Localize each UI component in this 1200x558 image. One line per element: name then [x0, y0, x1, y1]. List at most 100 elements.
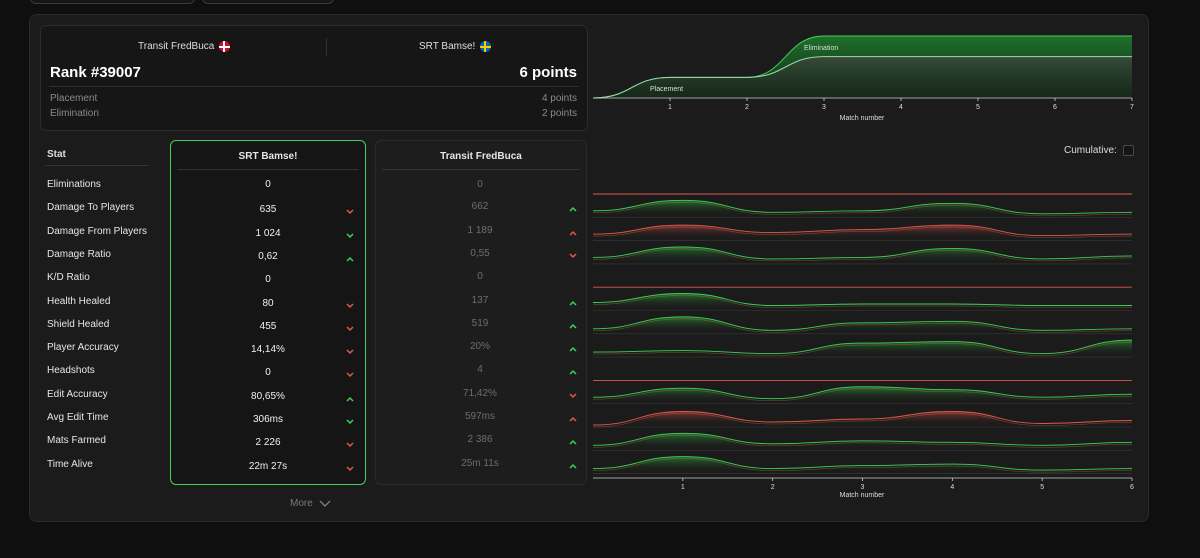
- arrow-down-icon: [346, 419, 354, 425]
- x-tick-label: 2: [745, 104, 749, 111]
- stat-value-b: 2 386: [467, 434, 493, 446]
- ridge-area: [593, 225, 1132, 239]
- x-tick-label: 4: [899, 104, 903, 111]
- series-line-placement: [592, 56, 1132, 99]
- chevron-down-icon: [319, 500, 331, 507]
- placement-row: Placement 4 points: [50, 93, 577, 104]
- x-axis-label: Match number: [840, 492, 885, 499]
- stat-label: Avg Edit Time: [47, 412, 109, 423]
- arrow-up-icon: [569, 347, 577, 352]
- arrow-down-icon: [346, 349, 354, 355]
- ridge-line-secondary: [592, 388, 1133, 401]
- top-tab-left[interactable]: [30, 0, 195, 4]
- stat-label: Damage Ratio: [47, 248, 111, 260]
- cumulative-checkbox[interactable]: [1122, 145, 1134, 156]
- ridge-area: [593, 200, 1132, 216]
- x-tick-label: 5: [1040, 484, 1044, 491]
- x-axis-label: Match number: [840, 115, 885, 122]
- stat-value-b: 0,55: [470, 247, 490, 259]
- stat-label: Damage From Players: [47, 225, 148, 237]
- points-value: 6 points: [519, 64, 577, 81]
- arrow-down-icon: [346, 302, 354, 308]
- stat-value-a: 1 024: [255, 227, 281, 239]
- stat-label: Edit Accuracy: [47, 388, 108, 400]
- stat-value-b: 25m 11s: [461, 457, 499, 469]
- x-tick-label: 6: [1053, 104, 1057, 111]
- ridge-line-secondary: [592, 341, 1133, 356]
- team-left-name: Transit FredBuca: [138, 41, 215, 52]
- stat-value-a: 0,62: [258, 250, 278, 262]
- annotation-elimination: Elimination: [804, 45, 838, 52]
- cumulative-toggle[interactable]: Cumulative:: [1064, 145, 1134, 156]
- ridge-line-secondary: [592, 295, 1132, 308]
- stats-ridge-chart: 1 2 3 4 5 6 Match number: [592, 193, 1134, 499]
- stat-value-a: 2 226: [255, 437, 281, 449]
- rank-value: Rank #39007: [50, 64, 141, 81]
- team-right-name: SRT Bamse!: [419, 41, 476, 52]
- stat-header: Stat: [47, 149, 66, 160]
- elimination-label: Elimination: [50, 108, 99, 119]
- series-area-placement: [593, 56, 1132, 98]
- column-b-title: Transit FredBuca: [440, 151, 522, 162]
- top-tab-right[interactable]: [202, 0, 334, 4]
- summary-card: Transit FredBuca SRT Bamse! Rank #39007 …: [40, 25, 588, 131]
- ridge-line-secondary: [592, 413, 1133, 428]
- stat-label: Damage To Players: [47, 202, 135, 214]
- stat-value-b: 0: [477, 271, 483, 283]
- x-tick-label: 1: [681, 484, 685, 491]
- x-tick-label: 3: [861, 484, 865, 491]
- team-left: Transit FredBuca: [138, 41, 231, 52]
- stat-value-a: 14,14%: [251, 344, 285, 356]
- ridge-area: [593, 340, 1132, 356]
- ridge-line: [592, 411, 1133, 426]
- card-divider: [49, 86, 579, 87]
- stat-value-b: 20%: [469, 341, 490, 353]
- ridge-line-secondary: [592, 458, 1133, 473]
- ridge-area: [593, 456, 1132, 472]
- more-label: More: [290, 498, 313, 509]
- arrow-down-icon: [346, 372, 354, 378]
- arrow-down-icon: [346, 233, 354, 238]
- x-tick-label: 1: [668, 104, 672, 111]
- cumulative-label: Cumulative:: [1064, 145, 1117, 156]
- more-button[interactable]: More: [290, 498, 331, 509]
- placement-value: 4 points: [541, 93, 577, 104]
- arrow-up-icon: [569, 323, 577, 329]
- stat-value-a: 0: [265, 274, 271, 286]
- stat-value-a: 80: [262, 297, 274, 309]
- ridge-line: [592, 246, 1133, 260]
- stat-value-a: 455: [259, 320, 277, 332]
- stat-value-a: 0: [265, 367, 271, 379]
- stat-value-b: 1 189: [467, 224, 493, 236]
- x-tick-label: 4: [950, 484, 954, 491]
- points-chart: Placement Elimination 1 2 3 4 5 6 7 Match number: [592, 35, 1134, 122]
- sweden-flag-icon: [480, 41, 492, 52]
- ridge-area: [593, 386, 1132, 402]
- ridge-line-secondary: [592, 248, 1133, 262]
- ridge-line-secondary: [592, 202, 1133, 217]
- arrow-down-icon: [569, 253, 577, 258]
- x-tick-label: 3: [822, 104, 826, 111]
- column-srt-bamse: SRT Bamse!: [170, 140, 366, 485]
- team-divider: [326, 38, 327, 56]
- ridge-line: [592, 432, 1133, 446]
- team-right: SRT Bamse!: [419, 41, 492, 52]
- x-tick-label: 2: [771, 484, 775, 491]
- arrow-down-icon: [569, 393, 577, 398]
- stat-value-a: 306ms: [252, 414, 283, 425]
- stat-label: Time Alive: [47, 458, 93, 470]
- stat-label: Health Healed: [47, 295, 111, 307]
- stat-value-b: 137: [471, 294, 489, 306]
- stat-header-divider: [45, 165, 149, 166]
- stat-value-a: 22m 27s: [248, 460, 288, 472]
- ridge-line: [592, 293, 1132, 306]
- column-a-title: SRT Bamse!: [238, 151, 298, 162]
- stat-value-a: 80,65%: [251, 390, 285, 402]
- column-a-divider: [177, 169, 359, 170]
- annotation-placement: Placement: [650, 86, 683, 93]
- arrow-down-icon: [346, 442, 354, 448]
- stat-label: Headshots: [47, 365, 95, 377]
- arrow-up-icon: [569, 440, 577, 445]
- stat-label: Shield Healed: [47, 318, 110, 330]
- arrow-up-icon: [346, 256, 354, 262]
